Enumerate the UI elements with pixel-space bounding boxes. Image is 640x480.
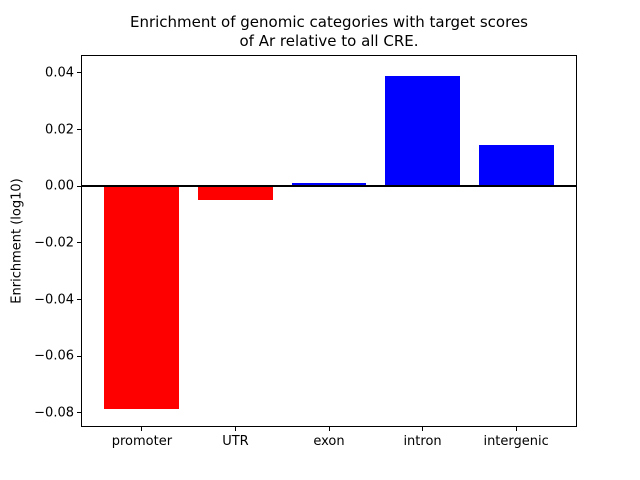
x-tick-label-intron: intron	[403, 434, 442, 449]
chart-title-line-2: of Ar relative to all CRE.	[239, 32, 419, 50]
y-tick-label-−0.04: −0.04	[34, 292, 74, 308]
bar-intron	[385, 75, 460, 187]
x-tick-mark-exon	[328, 427, 330, 431]
chart-title: Enrichment of genomic categories with ta…	[81, 13, 577, 51]
y-tick-label-−0.06: −0.06	[34, 348, 74, 364]
y-axis-label: Enrichment (log10)	[9, 178, 25, 304]
chart-title-line-1: Enrichment of genomic categories with ta…	[129, 13, 528, 31]
y-tick-mark-0.02	[77, 129, 81, 131]
y-tick-mark-0.00	[77, 185, 81, 187]
y-tick-label-0.00: 0.00	[45, 178, 74, 194]
zero-baseline	[82, 185, 576, 188]
y-tick-mark-−0.02	[77, 242, 81, 244]
plot-inner: promoter UTR exon intron intergenic 0.04 0.02 0…	[34, 56, 576, 449]
y-tick-label-0.04: 0.04	[45, 65, 74, 81]
x-tick-mark-promoter	[141, 427, 143, 431]
x-tick-mark-intergenic	[515, 427, 517, 431]
y-tick-mark-0.04	[77, 72, 81, 74]
y-tick-label-−0.08: −0.08	[34, 405, 74, 421]
bar-exon	[291, 183, 367, 187]
y-tick-label-0.02: 0.02	[45, 122, 74, 138]
x-tick-label-exon: exon	[313, 434, 345, 449]
plot-area: promoter UTR exon intron intergenic 0.04 0.02 0…	[34, 55, 577, 449]
y-tick-label-−0.02: −0.02	[34, 235, 74, 251]
x-tick-label-promoter: promoter	[111, 434, 173, 449]
x-tick-label-intergenic: intergenic	[483, 434, 549, 449]
y-tick-mark-−0.06	[77, 355, 81, 357]
y-tick-mark-−0.04	[77, 299, 81, 301]
x-tick-label-UTR: UTR	[222, 434, 249, 449]
y-tick-mark-−0.08	[77, 412, 81, 414]
x-tick-mark-intron	[422, 427, 424, 431]
bar-UTR	[198, 186, 273, 201]
bar-promoter	[104, 186, 180, 409]
x-tick-mark-UTR	[234, 427, 236, 431]
bar-intergenic	[478, 145, 554, 187]
